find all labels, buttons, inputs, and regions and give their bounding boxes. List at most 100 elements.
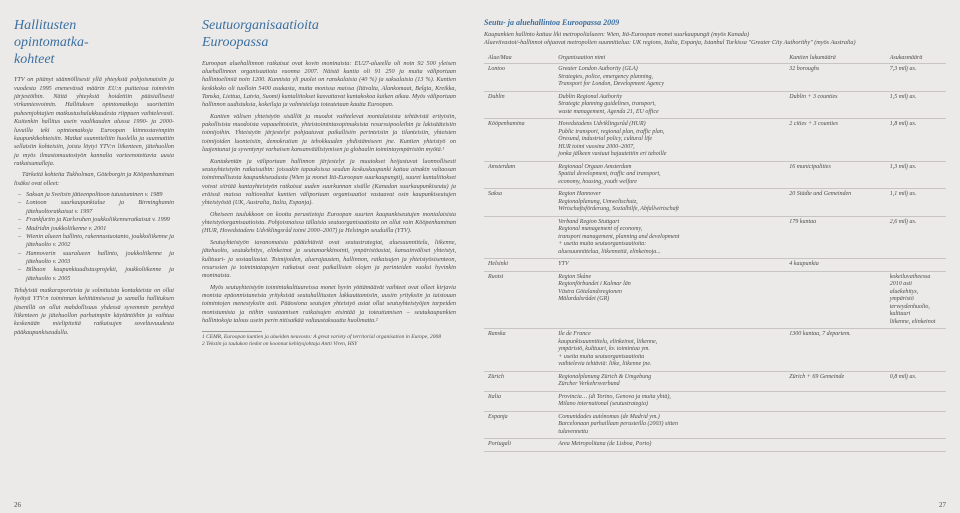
table-row: RanskaIle de Francekaupunkisuunnittelu, … xyxy=(484,329,946,372)
li: Madridin joukkoliikenne v. 2001 xyxy=(20,225,174,233)
cell xyxy=(886,329,946,372)
cell: 20 Städte und Gemeinden xyxy=(785,189,885,217)
table-row: PortugaliArea Metropolitana (de Lisboa, … xyxy=(484,439,946,452)
right-column: Seutu- ja aluehallintoa Euroopassa 2009 … xyxy=(470,0,960,513)
cell: 1,3 milj as. xyxy=(886,161,946,189)
table-row: KööpenhaminaHovedstadens Udviklingsråd (… xyxy=(484,119,946,162)
p: Tehdyistä matkaraporteista ja solmituist… xyxy=(14,287,174,337)
th: Alue/Maa xyxy=(484,53,554,64)
table-row: Verband Region StuttgartRegional managem… xyxy=(484,216,946,259)
cell: Area Metropolitana (de Lisboa, Porto) xyxy=(554,439,785,452)
mid-body: Euroopan aluehallinnon ratkaisut ovat ko… xyxy=(202,60,456,348)
s: Alueviivastot/-hallinnot ohjaavat metrop… xyxy=(484,39,856,46)
table-row: AmsterdamRegionaal Orgaan AmsterdamSpati… xyxy=(484,161,946,189)
cell xyxy=(886,391,946,411)
cell: Ruotsi xyxy=(484,271,554,329)
cell xyxy=(886,259,946,272)
cell: 32 boroughs xyxy=(785,64,885,92)
cell xyxy=(785,391,885,411)
li: Bilbaon kaupunkiuudistusprojekti, joukko… xyxy=(20,266,174,283)
table-row: ItaliaProvincia… (di Torino, Genova ja m… xyxy=(484,391,946,411)
page-number-left: 26 xyxy=(14,501,21,509)
cell: Dublin Regional AuthorityStrategic plann… xyxy=(554,91,785,119)
li: Lontoon suurkaupunkialue ja Birminghamin… xyxy=(20,199,174,216)
cell: 7,3 milj as. xyxy=(886,64,946,92)
cell: 1,5 milj as. xyxy=(886,91,946,119)
p: Kuntakentän ja väliportaan hallinnon jär… xyxy=(202,158,456,208)
footnotes: 1 CEMR, Euroopan kuntien ja alueiden neu… xyxy=(202,331,456,347)
p: Kuntien välisen yhteistyön sisällöt ja m… xyxy=(202,113,456,155)
cell: Dublin xyxy=(484,91,554,119)
t: Hallitusten xyxy=(14,18,76,33)
mid-title: Seutuorganisaatioita Euroopassa xyxy=(202,18,456,52)
cell: 1300 kuntaa, 7 departem. xyxy=(785,329,885,372)
p: Tärkeitä kohteita Tukholman, Göteborgin … xyxy=(14,171,174,188)
mid-column: Seutuorganisaatioita Euroopassa Euroopan… xyxy=(188,0,470,513)
cell: Espanja xyxy=(484,411,554,439)
left-title: Hallitusten opintomatka- kohteet xyxy=(14,18,174,68)
s: Kaupunkien hallinto kattaa liki metropol… xyxy=(484,31,749,38)
cell: Comunidades autónomas (de Madrid ym.)Bar… xyxy=(554,411,785,439)
cell xyxy=(785,439,885,452)
cell: 2 cities + 3 counties xyxy=(785,119,885,162)
table-row: RuotsiRegion SkåneRegionförbundet i Kalm… xyxy=(484,271,946,329)
cell: 0,8 milj as. xyxy=(886,371,946,391)
li: Wienin alueen hallinto, rakennustuotanto… xyxy=(20,233,174,250)
cell: Portugali xyxy=(484,439,554,452)
cell: Lontoo xyxy=(484,64,554,92)
right-sub: Kaupunkien hallinto kattaa liki metropol… xyxy=(484,31,946,47)
cell: kokeiluvaiheessa 2010 astialuekehitys, y… xyxy=(886,271,946,329)
cell xyxy=(785,411,885,439)
right-title: Seutu- ja aluehallintoa Euroopassa 2009 xyxy=(484,18,946,27)
cell: Greater London Authority (GLA)Strategies… xyxy=(554,64,785,92)
cell: Region HannoverRegionalplanung, Umweltsc… xyxy=(554,189,785,217)
cell: 4 kaupunkia xyxy=(785,259,885,272)
table-row: LontooGreater London Authority (GLA)Stra… xyxy=(484,64,946,92)
t: Euroopassa xyxy=(202,35,268,50)
li: Hannoverin suuralueen hallinto, joukkoli… xyxy=(20,250,174,267)
cell xyxy=(886,439,946,452)
table-row: EspanjaComunidades autónomas (de Madrid … xyxy=(484,411,946,439)
page-number-right: 27 xyxy=(939,501,946,509)
cell: Dublin + 3 counties xyxy=(785,91,885,119)
cell: Ile de Francekaupunkisuunnittelu, elinke… xyxy=(554,329,785,372)
cell: 2,6 milj as. xyxy=(886,216,946,259)
th: Asukasmäärä xyxy=(886,53,946,64)
p: Seutuyhteistyön tavanomaisia päätehtäviä… xyxy=(202,239,456,281)
cell: Helsinki xyxy=(484,259,554,272)
table-row: HelsinkiYTV4 kaupunkia xyxy=(484,259,946,272)
cell: Zürich + 69 Gemeinde xyxy=(785,371,885,391)
t: kohteet xyxy=(14,52,54,67)
cell: Provincia… (di Torino, Genova ja muita y… xyxy=(554,391,785,411)
cell: Regionaal Orgaan AmsterdamSpatial develo… xyxy=(554,161,785,189)
p: Oheiseen taulukkoon on koottu perustieto… xyxy=(202,211,456,236)
th: Kuntien lukumäärä xyxy=(785,53,885,64)
fn: 1 CEMR, Euroopan kuntien ja alueiden neu… xyxy=(202,334,456,341)
cell: 1,1 milj as. xyxy=(886,189,946,217)
left-body: YTV on pitänyt säännöllisesti yllä yhtey… xyxy=(14,76,174,337)
cell: Verband Region StuttgartRegional managem… xyxy=(554,216,785,259)
cell: Kööpenhamina xyxy=(484,119,554,162)
table-row: ZürichRegionalplanung Zürich & UmgebungZ… xyxy=(484,371,946,391)
cell: Region SkåneRegionförbundet i Kalmar län… xyxy=(554,271,785,329)
bullet-list: Saksan ja Sveitsin jätteenpolttoon tutus… xyxy=(14,191,174,283)
cell: Ranska xyxy=(484,329,554,372)
t: Seutuorganisaatioita xyxy=(202,18,319,33)
cell xyxy=(886,411,946,439)
cell: Italia xyxy=(484,391,554,411)
th: Organisaation nimi xyxy=(554,53,785,64)
t: opintomatka- xyxy=(14,35,89,50)
p: Myös seutuyhteistyön toimintakulttuureis… xyxy=(202,284,456,326)
cell: Hovedstadens Udviklingsråd (HUR)Public t… xyxy=(554,119,785,162)
cell xyxy=(484,216,554,259)
li: Saksan ja Sveitsin jätteenpolttoon tutus… xyxy=(20,191,174,199)
fn: 2 Tekstin ja taulukon tiedot on koonnut … xyxy=(202,341,456,348)
cell: 16 municipalities xyxy=(785,161,885,189)
li: Frankfurtin ja Karlsruhen joukkoliikenne… xyxy=(20,216,174,224)
seutu-table: Alue/Maa Organisaation nimi Kuntien luku… xyxy=(484,53,946,452)
table-header-row: Alue/Maa Organisaation nimi Kuntien luku… xyxy=(484,53,946,64)
cell: 179 kuntaa xyxy=(785,216,885,259)
p: YTV on pitänyt säännöllisesti yllä yhtey… xyxy=(14,76,174,168)
table-row: SaksaRegion HannoverRegionalplanung, Umw… xyxy=(484,189,946,217)
cell: Regionalplanung Zürich & UmgebungZürcher… xyxy=(554,371,785,391)
